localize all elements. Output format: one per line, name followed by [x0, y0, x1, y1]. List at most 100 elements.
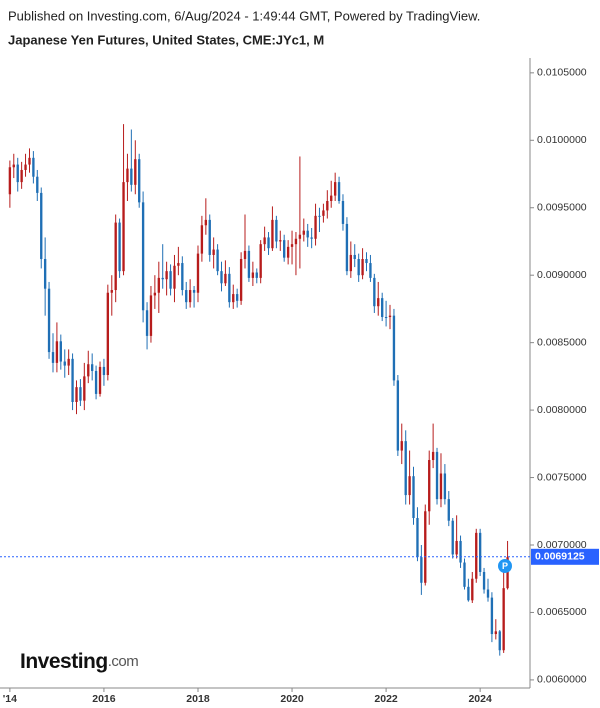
candle-body — [388, 315, 392, 318]
candle-body — [428, 460, 431, 512]
candle-body — [59, 341, 62, 362]
candle-body — [443, 473, 447, 500]
candle-body — [138, 159, 141, 203]
candle-body — [498, 631, 501, 651]
y-tick-label: 0.0090000 — [537, 269, 587, 281]
candle-body — [490, 597, 494, 635]
candle-body — [106, 292, 110, 376]
candle-body — [361, 259, 364, 276]
candle-body — [98, 366, 102, 394]
candle-body — [322, 210, 325, 216]
candle-body — [67, 358, 70, 366]
candle-body — [326, 200, 329, 211]
price-label: 0.0069125 — [535, 551, 585, 563]
y-tick-label: 0.0105000 — [537, 67, 587, 79]
candle-body — [40, 192, 43, 260]
candle-body — [290, 244, 294, 247]
candle-body — [275, 219, 278, 242]
candle-body — [506, 557, 509, 589]
candle-body — [75, 387, 78, 403]
candle-body — [12, 164, 15, 168]
candle-body — [118, 222, 121, 272]
candle-body — [392, 315, 396, 381]
candle-body — [467, 586, 470, 601]
candle-body — [341, 200, 345, 224]
x-tick-label: 2018 — [186, 693, 210, 705]
candle-body — [173, 265, 176, 289]
candle-body — [177, 263, 180, 266]
candle-body — [149, 295, 153, 336]
candle-body — [396, 380, 400, 451]
candle-body — [165, 271, 168, 280]
marker-icon-glyph: P — [502, 561, 508, 571]
candle-body — [377, 298, 380, 307]
y-tick-label: 0.0095000 — [537, 202, 587, 214]
candle-body — [71, 358, 74, 403]
candle-body — [110, 290, 113, 293]
candle-body — [408, 476, 411, 496]
candle-body — [381, 298, 384, 318]
y-tick-label: 0.0065000 — [537, 606, 587, 618]
candle-body — [337, 182, 341, 201]
candle-body — [114, 222, 117, 291]
price-label-box — [531, 548, 599, 565]
candle-body — [502, 588, 505, 651]
x-tick-label: 2022 — [374, 693, 398, 705]
candle-body — [294, 238, 298, 245]
candle-body — [239, 259, 243, 301]
y-tick-label: 0.0070000 — [537, 539, 587, 551]
candle-body — [271, 219, 274, 249]
candle-body — [247, 250, 251, 278]
candle-body — [200, 225, 204, 254]
candle-body — [314, 215, 317, 239]
candle-body — [353, 254, 356, 260]
candle-body — [87, 364, 90, 377]
candle-body — [228, 273, 231, 303]
candle-body — [365, 259, 368, 264]
y-tick-label: 0.0080000 — [537, 404, 587, 416]
y-tick-label: 0.0100000 — [537, 134, 587, 146]
candle-body — [16, 164, 19, 183]
candle-body — [232, 294, 235, 303]
candle-body — [420, 557, 423, 583]
candle-body — [310, 237, 313, 239]
logo: Investing.com — [20, 650, 138, 673]
y-tick-label: 0.0075000 — [537, 471, 587, 483]
candle-body — [412, 476, 415, 519]
candle-body — [439, 473, 443, 500]
candle-body — [55, 341, 59, 363]
logo-brand: Investing — [20, 650, 108, 673]
candle-body — [259, 244, 262, 278]
candle-body — [47, 288, 51, 353]
y-tick-label: 0.0085000 — [537, 336, 587, 348]
candle-body — [482, 571, 486, 590]
candle-body — [333, 182, 337, 196]
candle-body — [455, 540, 458, 555]
candle-body — [478, 532, 482, 572]
candle-body — [192, 290, 196, 293]
candle-body — [435, 451, 439, 500]
candle-body — [212, 249, 215, 255]
candle-body — [369, 263, 372, 278]
candle-body — [90, 364, 94, 371]
candle-body — [330, 195, 333, 201]
candle-body — [283, 240, 286, 258]
candle-body — [243, 250, 247, 260]
candle-body — [302, 230, 305, 235]
logo-suffix: .com — [108, 653, 139, 670]
candle-body — [459, 540, 462, 563]
candle-body — [349, 254, 353, 272]
candle-body — [145, 310, 149, 336]
candle-body — [36, 176, 39, 193]
candle-body — [267, 237, 270, 249]
candle-body — [373, 277, 376, 307]
marker-icon — [498, 559, 512, 573]
candle-body — [51, 352, 55, 363]
candle-body — [20, 169, 23, 183]
candle-body — [188, 290, 192, 303]
candle-body — [130, 168, 133, 185]
candle-body — [204, 219, 208, 226]
candle-body — [220, 271, 223, 284]
candle-body — [298, 234, 302, 239]
